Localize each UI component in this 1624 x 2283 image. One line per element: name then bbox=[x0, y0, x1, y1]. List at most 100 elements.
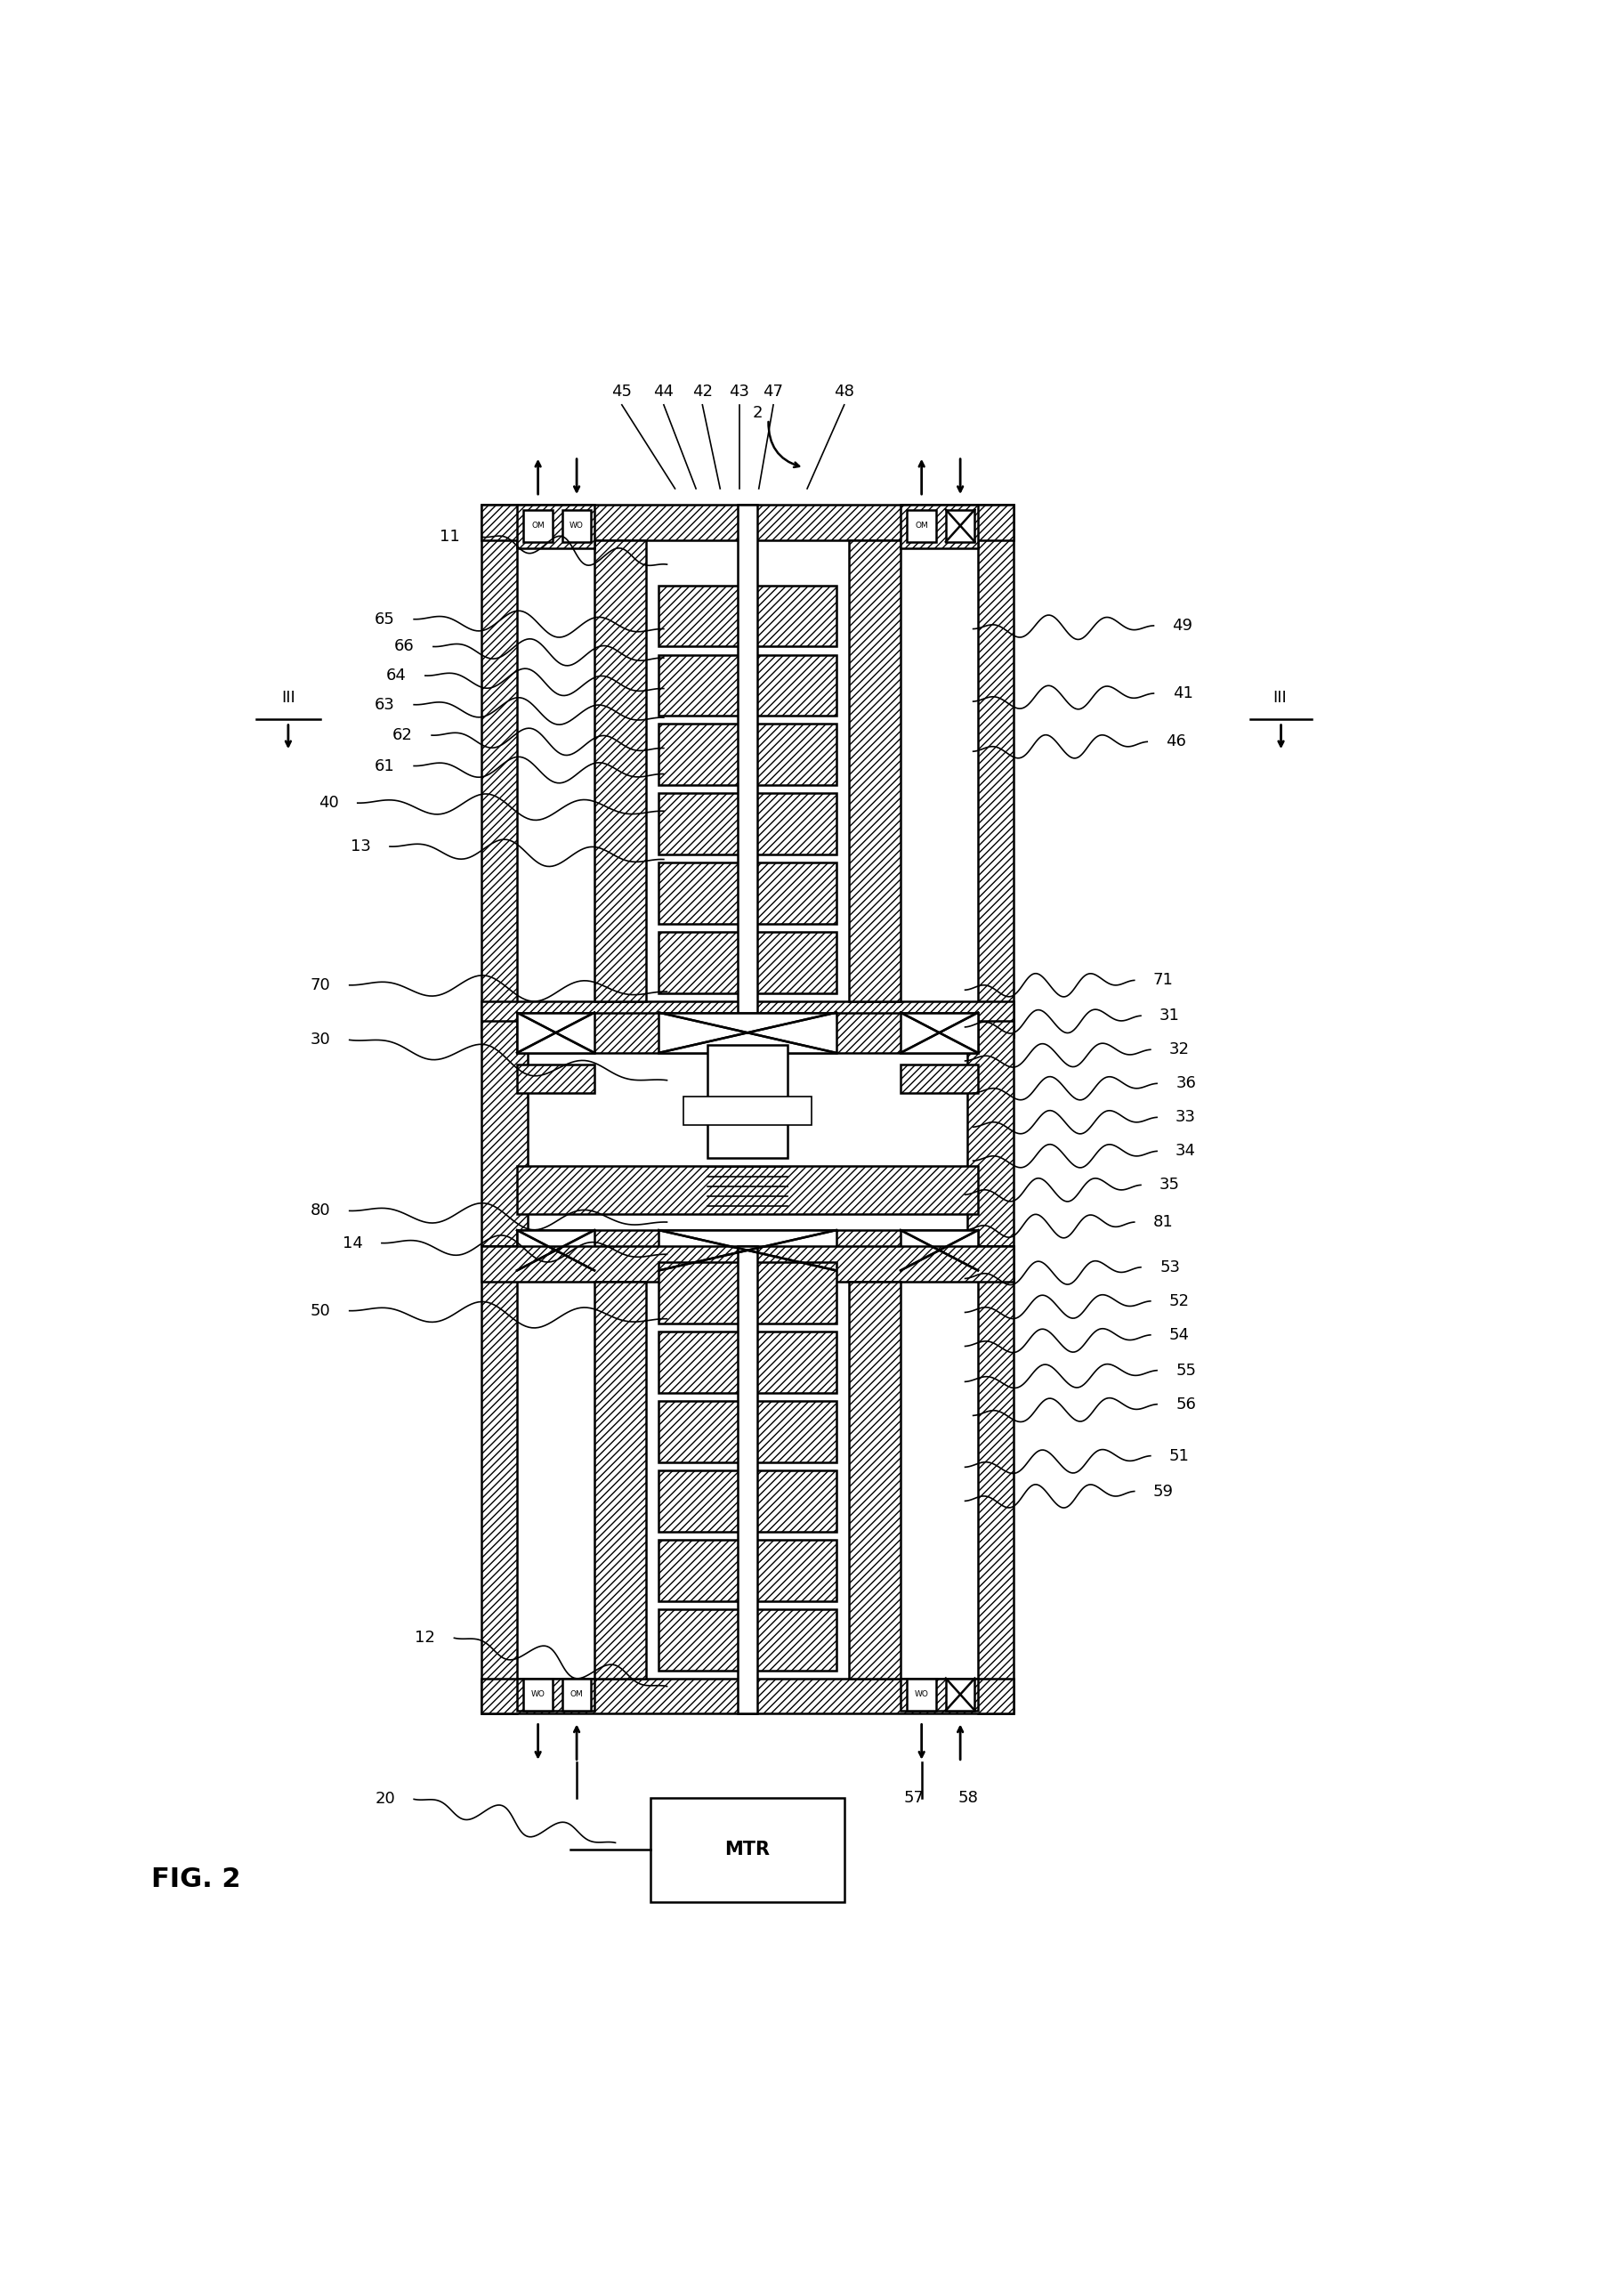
Text: WO: WO bbox=[914, 1689, 929, 1699]
Text: OM: OM bbox=[914, 523, 929, 530]
Text: 52: 52 bbox=[1169, 1292, 1190, 1308]
Text: 32: 32 bbox=[1169, 1041, 1190, 1057]
Bar bbox=[482, 505, 516, 1036]
Text: 45: 45 bbox=[612, 384, 632, 400]
Text: 36: 36 bbox=[1176, 1075, 1197, 1091]
Text: 20: 20 bbox=[375, 1792, 395, 1808]
Bar bbox=[659, 584, 836, 646]
Bar bbox=[516, 1678, 594, 1710]
Bar bbox=[659, 1262, 836, 1324]
Text: 62: 62 bbox=[393, 728, 412, 744]
Text: 65: 65 bbox=[375, 612, 395, 628]
Bar bbox=[482, 1247, 516, 1715]
Bar bbox=[651, 1797, 844, 1902]
Text: 50: 50 bbox=[310, 1304, 331, 1320]
Bar bbox=[516, 1231, 978, 1269]
Text: 81: 81 bbox=[1153, 1215, 1174, 1231]
Text: 80: 80 bbox=[310, 1203, 331, 1219]
Bar bbox=[516, 1231, 594, 1269]
Bar bbox=[516, 1167, 978, 1215]
Bar bbox=[562, 509, 591, 541]
Bar bbox=[659, 1610, 836, 1671]
Bar bbox=[737, 1247, 757, 1715]
Bar bbox=[523, 1678, 552, 1710]
Text: 46: 46 bbox=[1166, 733, 1187, 749]
Text: 12: 12 bbox=[416, 1630, 435, 1646]
Text: 47: 47 bbox=[763, 384, 783, 400]
Bar bbox=[901, 1064, 978, 1094]
Text: 41: 41 bbox=[1173, 685, 1194, 701]
Bar bbox=[482, 1002, 1013, 1036]
Bar bbox=[684, 1096, 812, 1126]
Bar bbox=[849, 541, 901, 1002]
Text: 13: 13 bbox=[351, 838, 370, 854]
Text: 55: 55 bbox=[1176, 1363, 1197, 1379]
Bar bbox=[659, 863, 836, 925]
Text: 33: 33 bbox=[1176, 1110, 1197, 1126]
Bar bbox=[659, 1014, 836, 1052]
Text: 42: 42 bbox=[692, 384, 713, 400]
Text: 66: 66 bbox=[395, 639, 414, 655]
Bar bbox=[659, 724, 836, 785]
Bar bbox=[594, 541, 646, 1002]
Bar bbox=[901, 1678, 978, 1710]
Text: 63: 63 bbox=[375, 696, 395, 712]
Text: 48: 48 bbox=[835, 384, 854, 400]
Text: OM: OM bbox=[570, 1689, 583, 1699]
Text: 61: 61 bbox=[375, 758, 395, 774]
Bar bbox=[908, 509, 935, 541]
Text: 53: 53 bbox=[1160, 1260, 1181, 1276]
Text: 58: 58 bbox=[958, 1790, 979, 1806]
Bar bbox=[659, 1402, 836, 1463]
Bar bbox=[594, 1281, 646, 1678]
Bar bbox=[849, 1281, 901, 1678]
Text: 70: 70 bbox=[310, 977, 331, 993]
Bar bbox=[968, 1021, 1013, 1247]
Bar bbox=[901, 505, 978, 548]
Text: 44: 44 bbox=[653, 384, 674, 400]
Text: III: III bbox=[281, 689, 296, 705]
Bar bbox=[659, 1231, 836, 1269]
Bar bbox=[482, 1678, 1013, 1715]
Text: 59: 59 bbox=[1153, 1484, 1174, 1500]
Text: 11: 11 bbox=[438, 530, 460, 546]
Text: 31: 31 bbox=[1160, 1007, 1181, 1023]
Text: III: III bbox=[1272, 689, 1286, 705]
Bar bbox=[516, 1064, 594, 1094]
Text: WO: WO bbox=[570, 523, 583, 530]
Bar bbox=[562, 1678, 591, 1710]
Bar bbox=[737, 505, 757, 1036]
Text: 49: 49 bbox=[1173, 619, 1194, 635]
Bar bbox=[516, 1014, 978, 1052]
Bar bbox=[482, 505, 1013, 541]
Bar bbox=[516, 505, 594, 548]
Bar bbox=[901, 1231, 978, 1269]
Bar bbox=[908, 1678, 935, 1710]
Text: 14: 14 bbox=[343, 1235, 362, 1251]
Text: 56: 56 bbox=[1176, 1397, 1197, 1413]
Bar bbox=[945, 1678, 974, 1710]
Bar bbox=[659, 931, 836, 993]
Bar bbox=[659, 1539, 836, 1600]
Text: 64: 64 bbox=[387, 667, 406, 683]
Text: 57: 57 bbox=[903, 1790, 924, 1806]
Text: MTR: MTR bbox=[724, 1840, 770, 1858]
Bar bbox=[482, 1247, 1013, 1281]
Bar bbox=[523, 509, 552, 541]
Text: 51: 51 bbox=[1169, 1447, 1190, 1463]
Text: 40: 40 bbox=[318, 794, 339, 810]
Bar bbox=[945, 509, 974, 541]
Text: 43: 43 bbox=[729, 384, 750, 400]
Bar bbox=[659, 1470, 836, 1532]
Text: 2: 2 bbox=[752, 404, 762, 420]
Text: FIG. 2: FIG. 2 bbox=[151, 1867, 240, 1893]
Bar bbox=[901, 1014, 978, 1052]
Text: 71: 71 bbox=[1153, 973, 1174, 989]
Bar bbox=[706, 1046, 788, 1157]
Bar bbox=[659, 655, 836, 717]
Text: 35: 35 bbox=[1160, 1178, 1181, 1194]
Bar bbox=[978, 505, 1013, 1036]
Bar bbox=[659, 792, 836, 854]
Text: WO: WO bbox=[531, 1689, 546, 1699]
Bar bbox=[516, 1014, 594, 1052]
